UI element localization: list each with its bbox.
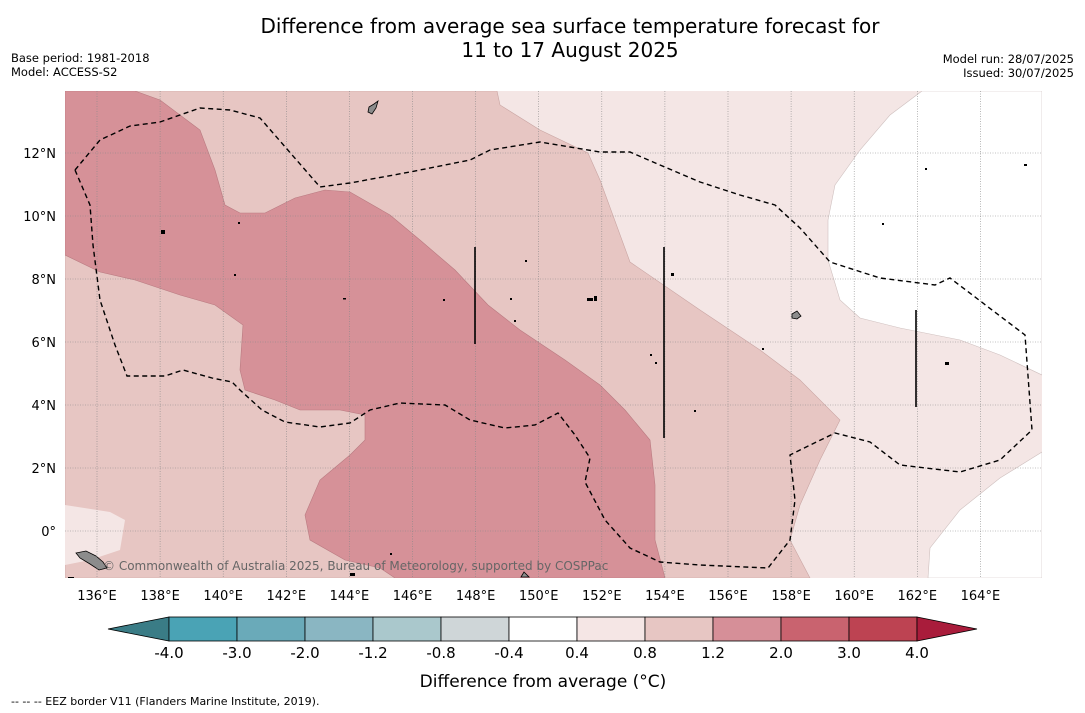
longitude-label: 142°E xyxy=(267,589,307,604)
title-line-2: 11 to 17 August 2025 xyxy=(461,38,679,62)
meta-left: Base period: 1981-2018 Model: ACCESS-S2 xyxy=(11,51,150,79)
eez-footnote: -- -- -- EEZ border V11 (Flanders Marine… xyxy=(11,695,320,708)
land-island-bottom xyxy=(520,571,530,578)
colorbar-segment xyxy=(848,616,918,642)
latitude-label: 10°N xyxy=(23,210,56,225)
longitude-label: 158°E xyxy=(771,589,811,604)
longitude-labels: 136°E 138°E 140°E 142°E 144°E 146°E 148°E 150°E… xyxy=(77,589,1000,604)
longitude-label: 162°E xyxy=(898,589,938,604)
colorbar-segment xyxy=(372,616,442,642)
colorbar-tick-label: -1.2 xyxy=(358,644,387,662)
latitude-label: 4°N xyxy=(32,399,57,414)
colorbar-segment xyxy=(508,616,578,642)
longitude-label: 144°E xyxy=(330,589,370,604)
colorbar-segment xyxy=(712,616,782,642)
longitude-label: 148°E xyxy=(456,589,496,604)
colorbar-segment xyxy=(644,616,714,642)
latitude-label: 6°N xyxy=(32,336,57,351)
title-line-1: Difference from average sea surface temp… xyxy=(260,14,880,38)
colorbar-tick-label: 3.0 xyxy=(837,644,861,662)
small-islands xyxy=(68,164,1027,578)
land-island-north xyxy=(367,99,379,115)
colorbar-segment xyxy=(440,616,510,642)
colorbar-segment xyxy=(168,616,238,642)
colorbar-tick-label: 2.0 xyxy=(769,644,793,662)
colorbar-tick-label: -4.0 xyxy=(154,644,183,662)
base-period: Base period: 1981-2018 xyxy=(11,51,150,65)
latitude-label: 12°N xyxy=(23,147,56,162)
anomaly-region-below-0-4 xyxy=(827,91,1042,376)
colorbar-extension-high xyxy=(916,616,978,642)
issued-date: Issued: 30/07/2025 xyxy=(963,66,1074,80)
eez-border-west xyxy=(74,107,1033,569)
latitude-label: 0° xyxy=(41,525,56,540)
longitude-label: 138°E xyxy=(140,589,180,604)
colorbar-tick-label: -0.8 xyxy=(426,644,455,662)
longitude-label: 150°E xyxy=(519,589,559,604)
longitude-label: 154°E xyxy=(645,589,685,604)
colorbar-tick-label: 4.0 xyxy=(905,644,929,662)
longitude-label: 140°E xyxy=(203,589,243,604)
colorbar-segment xyxy=(780,616,850,642)
colorbar-segment xyxy=(236,616,306,642)
eez-borders xyxy=(74,107,1033,569)
model-name: Model: ACCESS-S2 xyxy=(11,65,118,79)
anomaly-region-0-4-to-0-8-small xyxy=(65,505,125,565)
longitude-label: 160°E xyxy=(834,589,874,604)
model-run: Model run: 28/07/2025 xyxy=(942,52,1074,66)
longitude-label: 136°E xyxy=(77,589,117,604)
longitude-label: 152°E xyxy=(582,589,622,604)
colorbar-tick-label: -0.4 xyxy=(494,644,523,662)
colorbar-tick-label: 0.4 xyxy=(565,644,589,662)
colorbar-segment xyxy=(304,616,374,642)
land-island-east xyxy=(791,310,802,320)
colorbar-tick-label: 0.8 xyxy=(633,644,657,662)
anomaly-region-below-0-4-south xyxy=(927,451,1042,578)
land-island-bottom-left xyxy=(75,550,108,571)
map-title: Difference from average sea surface temp… xyxy=(0,14,1085,62)
longitude-label: 146°E xyxy=(393,589,433,604)
colorbar-title: Difference from average (°C) xyxy=(420,672,667,692)
colorbar: -4.0 -3.0 -2.0 -1.2 -0.8 -0.4 0.4 0.8 1.2 2.0 3.0 4… xyxy=(107,616,978,662)
latitude-label: 8°N xyxy=(32,273,57,288)
meridian-lines xyxy=(474,247,917,438)
map-gridlines xyxy=(65,91,1042,578)
latitude-labels: 12°N 10°N 8°N 6°N 4°N 2°N 0° xyxy=(23,147,56,540)
colorbar-segment xyxy=(576,616,646,642)
map-credit: © Commonwealth of Australia 2025, Bureau… xyxy=(103,559,608,573)
colorbar-extension-low xyxy=(107,616,170,642)
anomaly-region-1-2-to-2-0 xyxy=(65,91,666,578)
longitude-label: 164°E xyxy=(961,589,1001,604)
latitude-label: 2°N xyxy=(32,462,57,477)
meta-right: Model run: 28/07/2025 Issued: 30/07/2025 xyxy=(943,52,1074,80)
sst-anomaly-field xyxy=(65,91,1042,578)
colorbar-tick-label: -3.0 xyxy=(222,644,251,662)
colorbar-tick-label: 1.2 xyxy=(701,644,725,662)
colorbar-tick-label: -2.0 xyxy=(290,644,319,662)
longitude-label: 156°E xyxy=(708,589,748,604)
